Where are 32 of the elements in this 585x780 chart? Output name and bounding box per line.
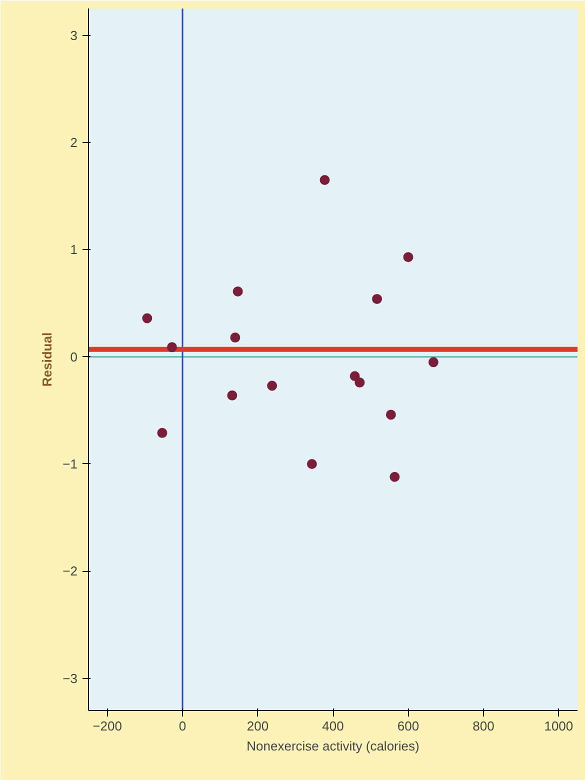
- point: [157, 428, 168, 438]
- point: [267, 380, 278, 391]
- x-axis-title: Nonexercise activity (calories): [246, 738, 420, 754]
- x-tick-label: 1000: [544, 718, 574, 734]
- x-tick-label: 600: [397, 718, 420, 734]
- point: [354, 378, 365, 388]
- x-tick-label: −200: [92, 718, 122, 734]
- y-tick-label: −1: [62, 456, 78, 472]
- point: [142, 313, 152, 324]
- point: [232, 286, 243, 296]
- point: [390, 472, 400, 482]
- y-tick-label: −3: [62, 670, 78, 686]
- point: [386, 410, 396, 420]
- point: [320, 174, 330, 185]
- point: [306, 459, 317, 469]
- y-tick-label: 1: [70, 242, 78, 258]
- x-tick-label: 0: [178, 718, 186, 734]
- y-axis-title: Residual: [40, 332, 55, 387]
- point: [350, 371, 360, 382]
- point: [428, 357, 438, 368]
- y-tick-label: 2: [70, 134, 78, 150]
- point: [372, 294, 382, 304]
- point: [230, 332, 240, 343]
- point: [403, 252, 414, 262]
- x-tick-label: 200: [246, 718, 269, 734]
- y-tick-label: 3: [70, 28, 78, 43]
- point: [227, 390, 238, 400]
- y-tick-label: 0: [70, 349, 78, 364]
- x-tick-label: 800: [472, 718, 494, 734]
- x-tick-label: 400: [322, 718, 344, 734]
- point: [167, 342, 178, 352]
- y-tick-label: −2: [62, 564, 78, 579]
